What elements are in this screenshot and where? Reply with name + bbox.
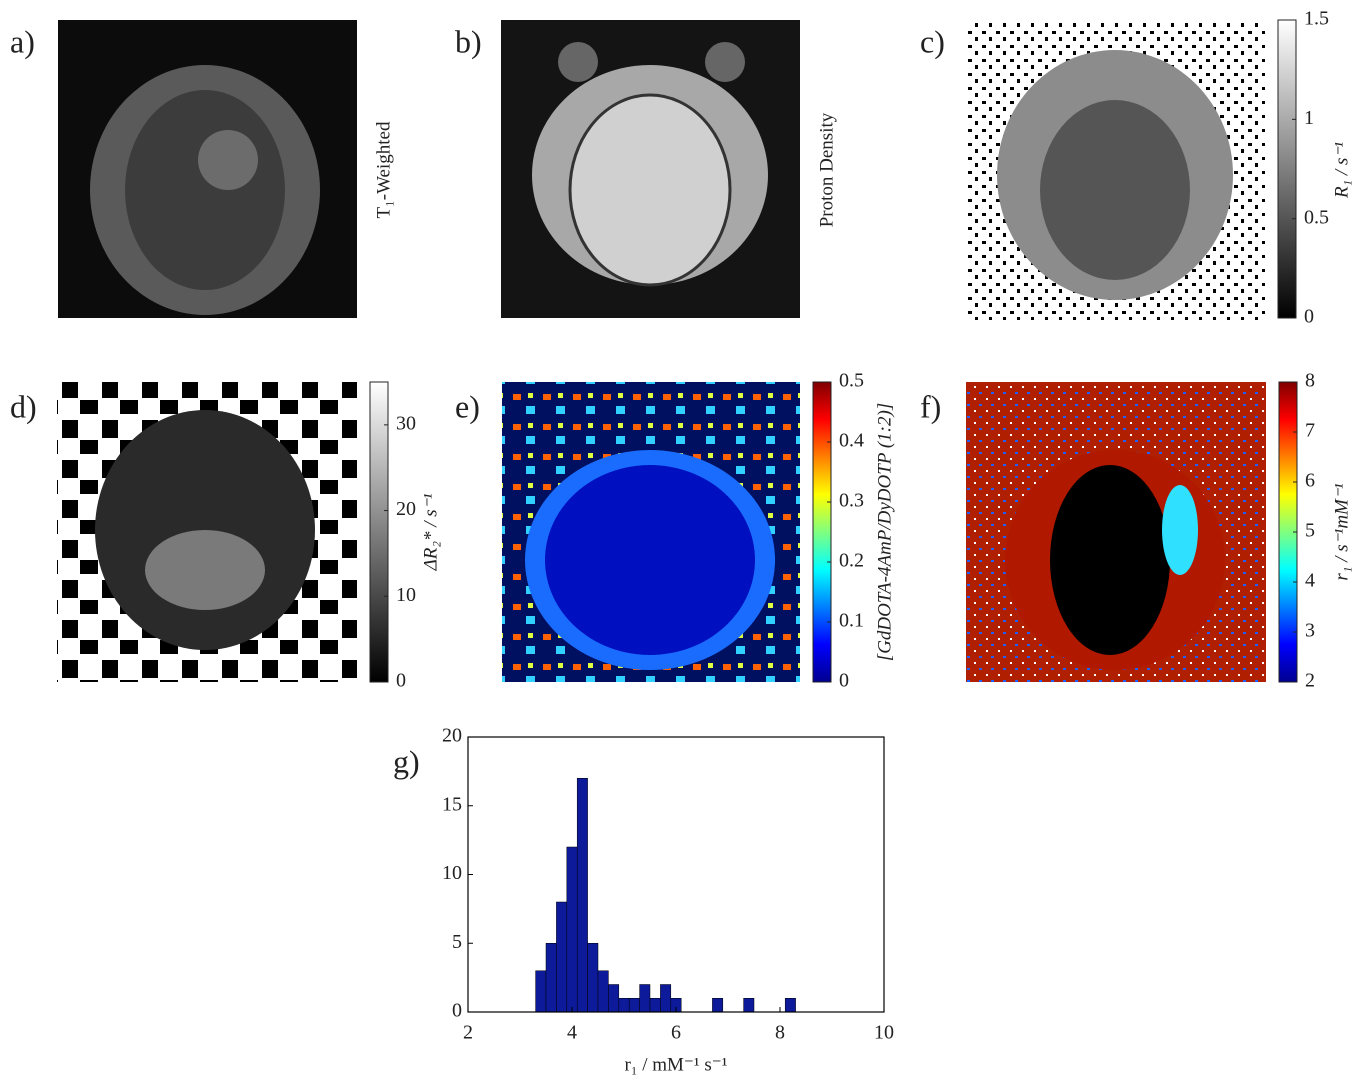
colorbar-tick-label: 1 <box>1304 107 1314 129</box>
colorbar-tick-label: 10 <box>396 584 416 606</box>
bar <box>576 778 588 1013</box>
image-f <box>966 382 1266 682</box>
y-tick-label: 15 <box>442 793 462 815</box>
colorbar-tick-label: 5 <box>1305 520 1315 542</box>
panel-label: a) <box>10 23 35 59</box>
panel-label: d) <box>10 388 37 424</box>
colorbar-tick-label: 0.1 <box>839 610 864 632</box>
y-tick-label: 20 <box>442 725 462 747</box>
bar <box>618 998 630 1013</box>
bar <box>649 998 661 1013</box>
colorbar-tick-label: 7 <box>1305 420 1315 442</box>
colorbar-tick-label: 0.5 <box>839 370 864 392</box>
colorbar-tick-label: 1.5 <box>1304 8 1329 30</box>
colorbar-tick-label: 0 <box>1304 306 1314 328</box>
y-tick-label: 0 <box>452 1000 462 1022</box>
bar <box>784 998 796 1013</box>
colorbar <box>1277 19 1297 319</box>
colorbar-tick-label: 0 <box>396 670 406 692</box>
bar <box>608 984 620 1013</box>
image-b <box>501 20 800 318</box>
panel-label: c) <box>920 23 945 59</box>
colorbar-tick-label: 2 <box>1305 670 1315 692</box>
colorbar-tick-label: 0.2 <box>839 550 864 572</box>
bar <box>639 984 651 1013</box>
plot-frame <box>467 736 885 1013</box>
colorbar-tick-label: 8 <box>1305 370 1315 392</box>
y-tick-label: 5 <box>452 931 462 953</box>
x-tick-label: 10 <box>874 1022 894 1044</box>
colorbar-tick-label: 20 <box>396 498 416 520</box>
image-a <box>58 20 357 318</box>
colorbar-tick-label: 0 <box>839 670 849 692</box>
bar <box>743 998 755 1013</box>
colorbar-label: R₁ / s⁻¹ <box>1331 142 1352 199</box>
bar <box>535 970 547 1013</box>
x-tick-label: 4 <box>567 1022 577 1044</box>
x-tick-label: 2 <box>463 1022 473 1044</box>
bar <box>628 998 640 1013</box>
colorbar-tick-label: 3 <box>1305 620 1315 642</box>
colorbar-tick-label: 6 <box>1305 470 1315 492</box>
panel-caption: T₁-Weighted <box>373 121 394 218</box>
panel-label: b) <box>455 23 482 59</box>
panel-label: g) <box>393 743 420 779</box>
colorbar <box>369 381 389 683</box>
colorbar-tick-label: 30 <box>396 412 416 434</box>
image-c <box>965 20 1265 320</box>
colorbar-tick-label: 4 <box>1305 570 1315 592</box>
image-e <box>502 382 800 682</box>
colorbar-tick-label: 0.3 <box>839 490 864 512</box>
x-tick-label: 6 <box>671 1022 681 1044</box>
panel-label: e) <box>455 388 480 424</box>
colorbar <box>812 381 832 683</box>
colorbar-label: ΔR₂* / s⁻¹ <box>420 493 441 571</box>
y-tick-label: 10 <box>442 862 462 884</box>
bar <box>566 846 578 1013</box>
bar <box>597 970 609 1013</box>
bar <box>660 984 672 1013</box>
image-d <box>57 382 357 682</box>
bar <box>712 998 724 1013</box>
bar <box>545 943 557 1013</box>
colorbar-tick-label: 0.4 <box>839 430 864 452</box>
colorbar-label: r₁ / s⁻¹mM⁻¹ <box>1331 483 1352 580</box>
bar <box>556 901 568 1013</box>
panel-label: f) <box>920 388 941 424</box>
x-tick-label: 8 <box>775 1022 785 1044</box>
colorbar-tick-label: 0.5 <box>1304 206 1329 228</box>
colorbar-label: [GdDOTA-4AmP/DyDOTP (1:2)] <box>874 403 895 661</box>
bar <box>587 943 599 1013</box>
x-axis-label: r₁ / mM⁻¹ s⁻¹ <box>625 1054 728 1075</box>
panel-caption: Proton Density <box>816 112 837 227</box>
